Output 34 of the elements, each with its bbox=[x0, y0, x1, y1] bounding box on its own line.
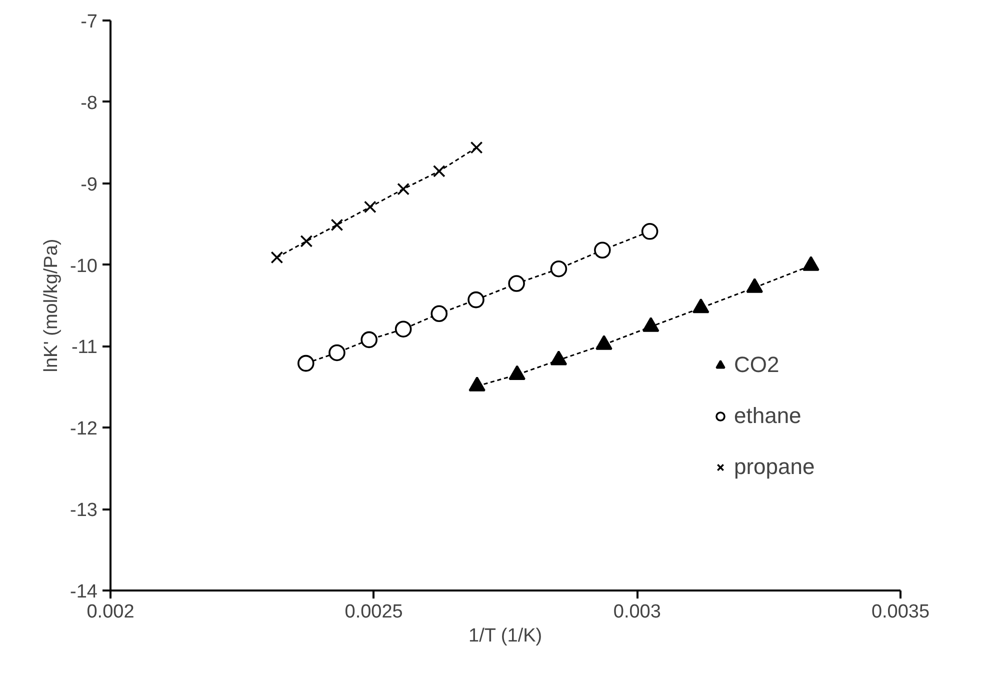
point bbox=[594, 242, 611, 259]
point bbox=[330, 218, 344, 232]
y-tick-label: -11 bbox=[71, 337, 98, 358]
x-axis-title: 1/T (1/K) bbox=[468, 626, 542, 646]
y-tick-label: -9 bbox=[80, 174, 98, 196]
y-tick-label: -12 bbox=[70, 418, 98, 440]
point bbox=[641, 223, 658, 240]
point bbox=[470, 141, 483, 154]
point bbox=[397, 182, 410, 196]
x-tick-label: 0.0025 bbox=[344, 602, 403, 622]
y-axis-title: lnK' (mol/kg/Pa) bbox=[41, 238, 62, 372]
point bbox=[360, 331, 378, 348]
y-tick-label: -8 bbox=[80, 92, 98, 114]
point bbox=[550, 260, 568, 278]
x-tick-label: 0.0035 bbox=[871, 602, 930, 622]
legend-label: propane bbox=[734, 454, 815, 480]
x-tick-label: 0.002 bbox=[86, 602, 134, 622]
point bbox=[300, 234, 313, 248]
legend-label: CO2 bbox=[734, 352, 780, 378]
point bbox=[297, 354, 314, 372]
point bbox=[430, 305, 448, 322]
point bbox=[270, 251, 284, 264]
point bbox=[394, 320, 412, 338]
x-tick-label: 0.003 bbox=[613, 602, 661, 622]
y-tick-label: -10 bbox=[70, 256, 98, 277]
point bbox=[468, 291, 484, 308]
y-tick-label: -13 bbox=[70, 500, 98, 522]
legend-label: ethane bbox=[734, 403, 802, 429]
y-tick-label: -7 bbox=[80, 12, 98, 32]
point bbox=[364, 200, 376, 214]
y-tick-label: -14 bbox=[70, 582, 98, 602]
point bbox=[508, 275, 525, 292]
point bbox=[432, 164, 446, 178]
point bbox=[328, 344, 346, 362]
